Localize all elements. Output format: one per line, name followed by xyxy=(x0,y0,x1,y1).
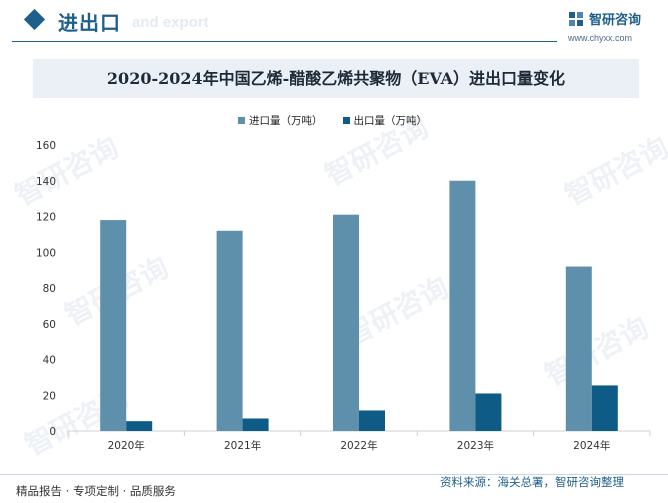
bar-export xyxy=(359,410,385,431)
bar-import xyxy=(449,180,476,431)
bar-import xyxy=(333,214,359,431)
y-tick-label: 160 xyxy=(36,140,56,152)
legend-label-import: 进口量（万吨） xyxy=(249,115,323,127)
footer-slogan: 精品报告 · 专项定制 · 品质服务 xyxy=(16,484,176,498)
brand-url: www.chyxx.com xyxy=(568,33,633,43)
y-tick-label: 120 xyxy=(36,212,56,224)
header-divider xyxy=(12,41,557,42)
section-subtitle: and export xyxy=(132,14,209,31)
section-title: 进出口 xyxy=(58,11,121,35)
chart-title-box: 2020-2024年中国乙烯-醋酸乙烯共聚物（EVA）进出口量变化 xyxy=(33,59,639,98)
legend-swatch-export xyxy=(342,117,350,124)
y-tick-label: 60 xyxy=(43,319,56,331)
page-header: 进出口 and export 智研咨询 www.chyxx.com xyxy=(0,0,668,44)
y-tick-label: 40 xyxy=(43,355,56,367)
x-tick-label: 2022年 xyxy=(340,439,377,452)
x-tick-label: 2023年 xyxy=(457,439,494,452)
bar-export xyxy=(591,385,618,431)
x-tick-label: 2024年 xyxy=(573,439,610,452)
bar-export xyxy=(242,418,269,431)
legend-item-import: 进口量（万吨） xyxy=(238,113,323,128)
footer-source: 资料来源：海关总署，智研咨询整理 xyxy=(440,475,624,489)
bar-import xyxy=(100,220,127,431)
bar-chart: 0 20 40 60 80 100 120 140 160 2020年 2021年 2022年 2023… xyxy=(36,140,651,452)
x-tick-label: 2021年 xyxy=(224,439,261,452)
x-tick-label: 2020年 xyxy=(108,439,145,452)
y-tick-label: 140 xyxy=(36,176,56,188)
footer-divider xyxy=(0,474,668,475)
legend-label-export: 出口量（万吨） xyxy=(353,115,428,127)
y-tick-label: 80 xyxy=(43,283,56,295)
bar-import xyxy=(565,266,592,431)
brand-name: 智研咨询 xyxy=(589,13,642,28)
brand-mark-icon xyxy=(569,11,583,26)
chart-title: 2020-2024年中国乙烯-醋酸乙烯共聚物（EVA）进出口量变化 xyxy=(106,69,566,88)
bar-export xyxy=(126,421,153,431)
legend-swatch-import xyxy=(238,117,245,124)
y-tick-label: 100 xyxy=(36,247,56,259)
bar-import xyxy=(216,230,243,431)
chart-legend: 进口量（万吨） 出口量（万吨） xyxy=(238,113,447,128)
legend-item-export: 出口量（万吨） xyxy=(342,113,428,128)
brand-logo: 智研咨询 xyxy=(568,9,641,28)
y-tick-label: 0 xyxy=(49,426,56,438)
bar-export xyxy=(475,393,502,431)
y-tick-label: 20 xyxy=(43,390,56,402)
